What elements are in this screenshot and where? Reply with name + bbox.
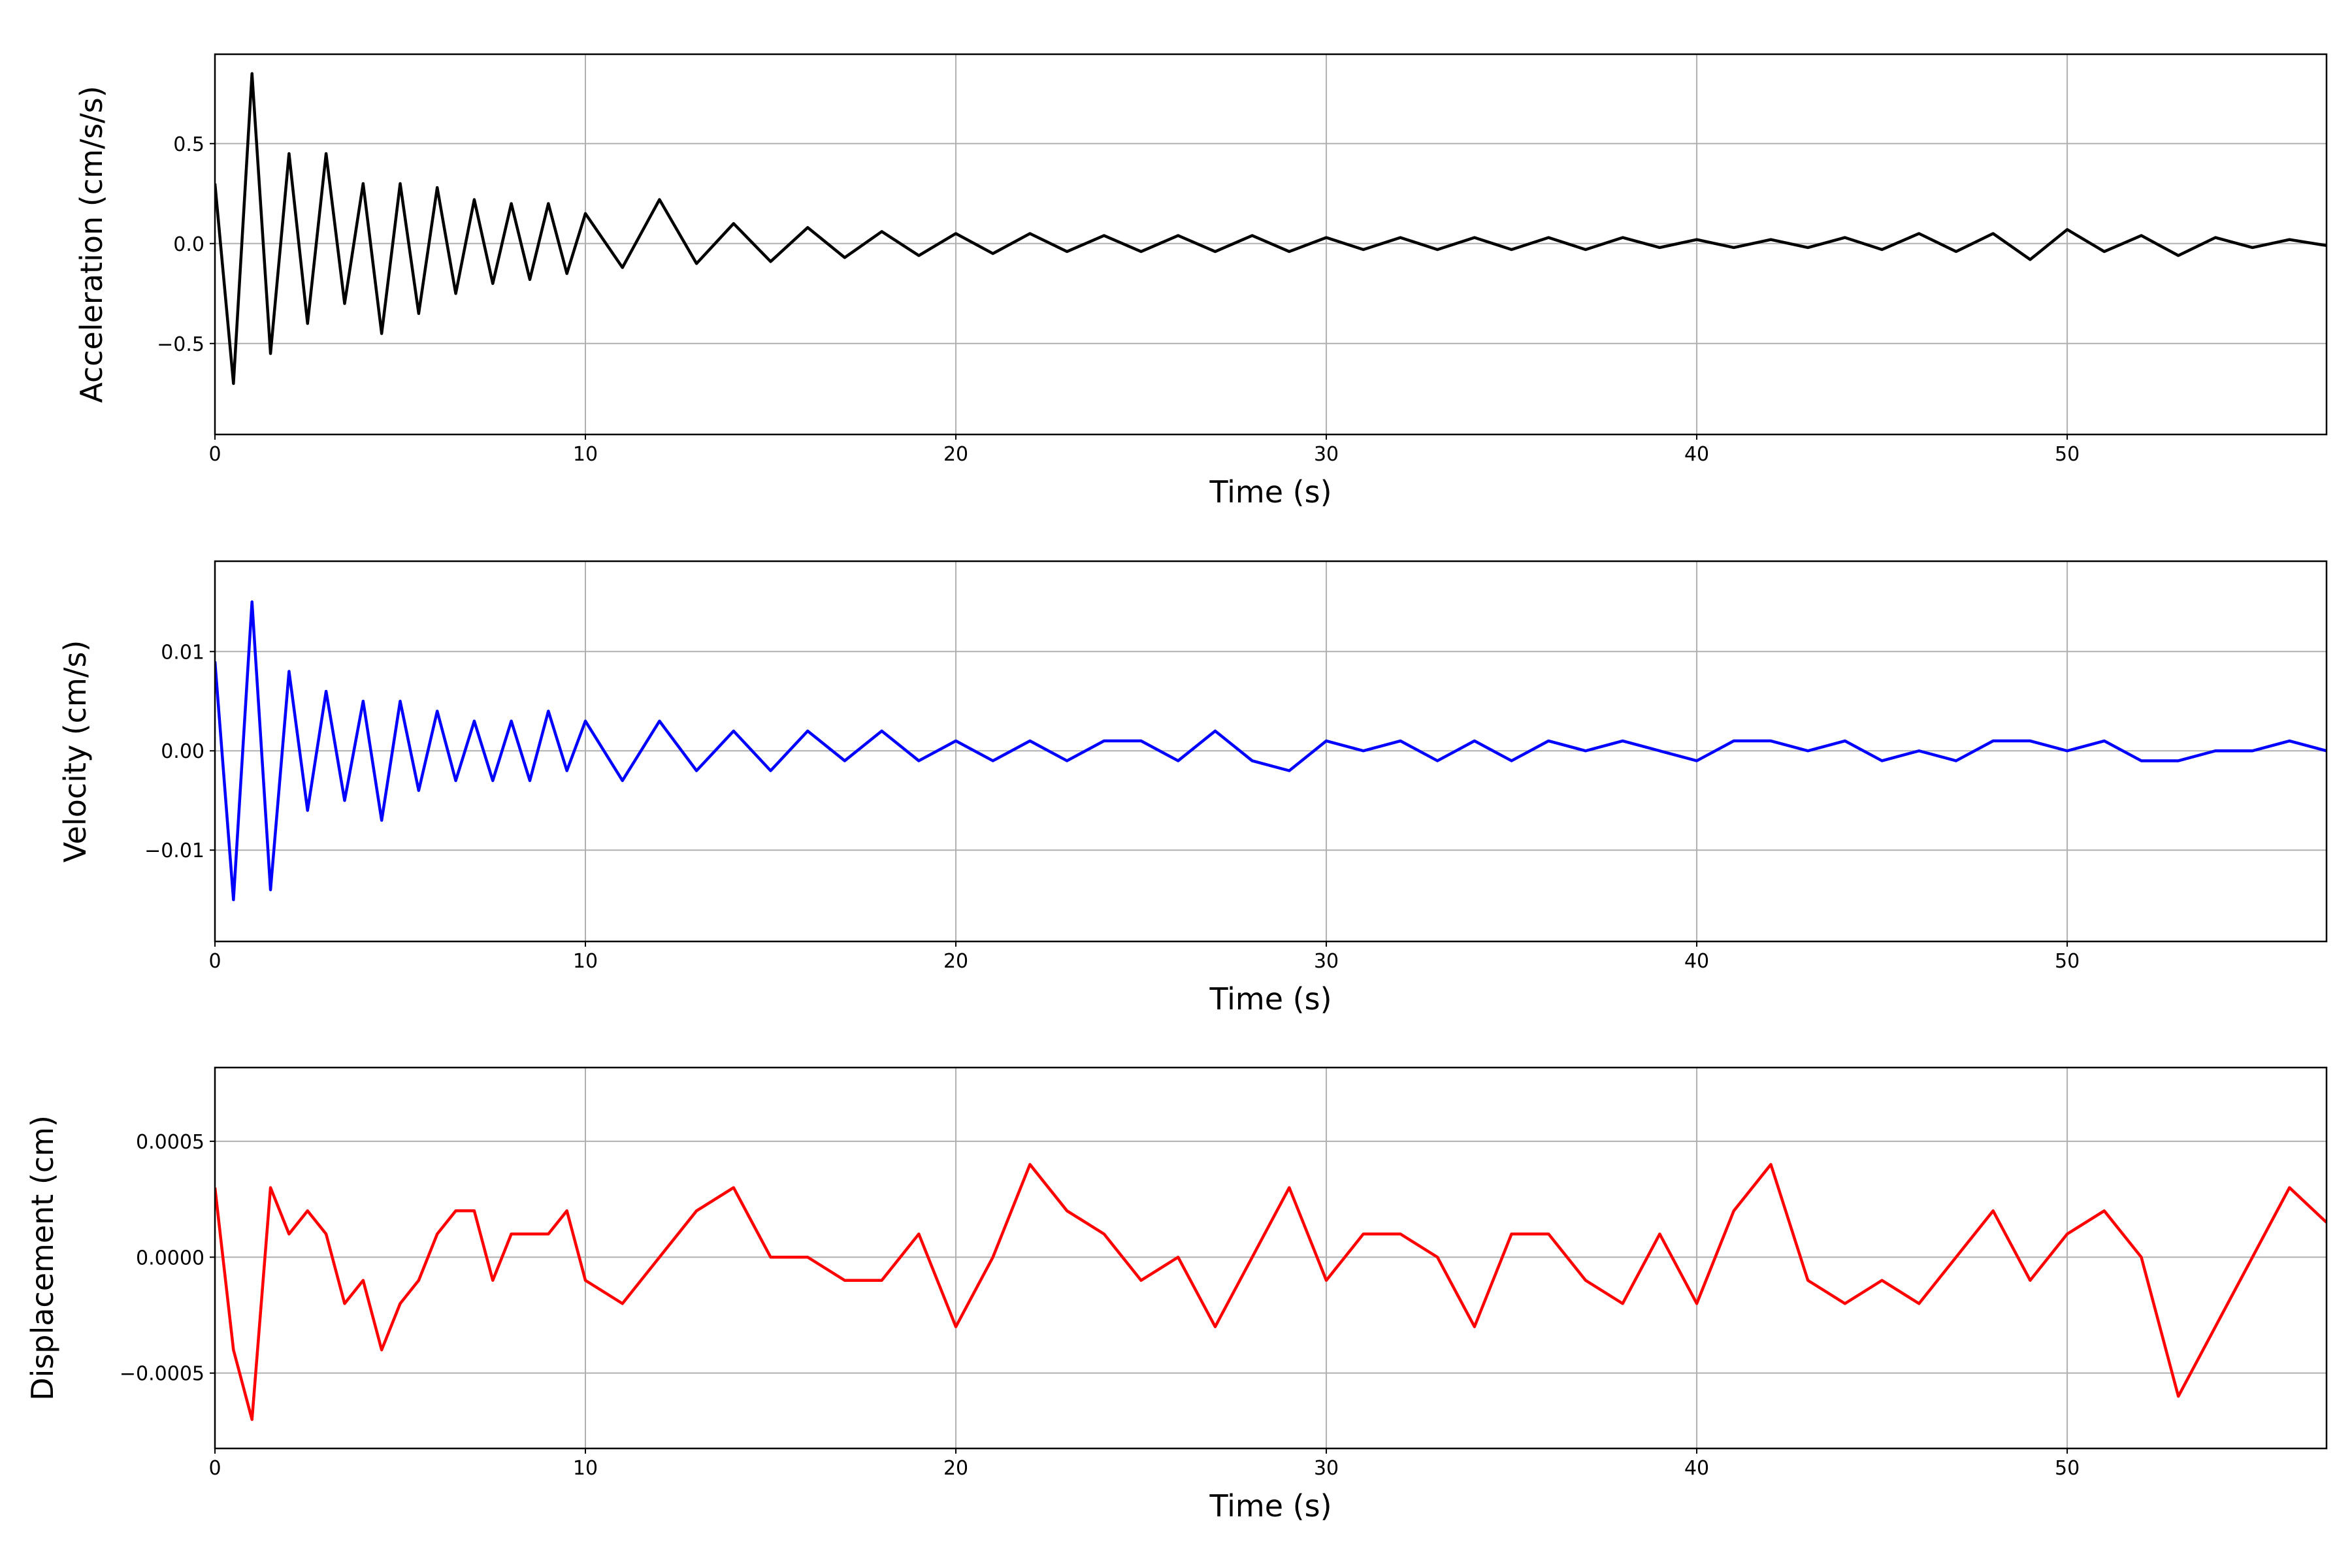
x-tick-label: 0 [208, 1457, 221, 1480]
x-tick-label: 30 [1314, 443, 1339, 466]
x-tick-label: 0 [208, 950, 221, 973]
y-tick-label: 0.0000 [136, 1247, 204, 1269]
x-tick-label: 40 [1684, 950, 1709, 973]
x-tick-label: 20 [943, 950, 968, 973]
x-tick-label: 40 [1684, 443, 1709, 466]
x-axis-label: Time (s) [1209, 474, 1331, 510]
x-tick-label: 50 [2055, 443, 2080, 466]
x-tick-label: 0 [208, 443, 221, 466]
data-line [215, 1163, 2327, 1421]
axes-frame [214, 560, 2328, 943]
y-tick-label: 0.0 [173, 233, 204, 256]
x-axis-label: Time (s) [1209, 981, 1331, 1017]
axes-frame [214, 1066, 2328, 1450]
y-tick-label: 0.0005 [136, 1131, 204, 1154]
x-tick-label: 50 [2055, 950, 2080, 973]
y-tick-label: 0.00 [161, 740, 204, 763]
x-tick-label: 10 [573, 1457, 598, 1480]
y-tick-label: −0.0005 [120, 1363, 204, 1386]
x-tick-label: 30 [1314, 1457, 1339, 1480]
x-axis-label: Time (s) [1209, 1488, 1331, 1524]
x-tick-label: 10 [573, 950, 598, 973]
y-axis-label: Displacement (cm) [25, 1115, 60, 1401]
x-tick-label: 10 [573, 443, 598, 466]
y-axis-label: Velocity (cm/s) [57, 640, 93, 863]
x-tick-label: 20 [943, 443, 968, 466]
y-tick-label: −0.5 [157, 333, 204, 356]
x-tick-label: 30 [1314, 950, 1339, 973]
data-line [215, 72, 2327, 385]
axes-frame [214, 53, 2328, 436]
x-tick-label: 50 [2055, 1457, 2080, 1480]
x-tick-label: 40 [1684, 1457, 1709, 1480]
y-tick-label: 0.5 [173, 133, 204, 156]
x-tick-label: 20 [943, 1457, 968, 1480]
y-axis-label: Acceleration (cm/s/s) [74, 86, 109, 402]
y-tick-label: −0.01 [144, 840, 204, 862]
y-tick-label: 0.01 [161, 641, 204, 664]
data-line [215, 600, 2327, 902]
